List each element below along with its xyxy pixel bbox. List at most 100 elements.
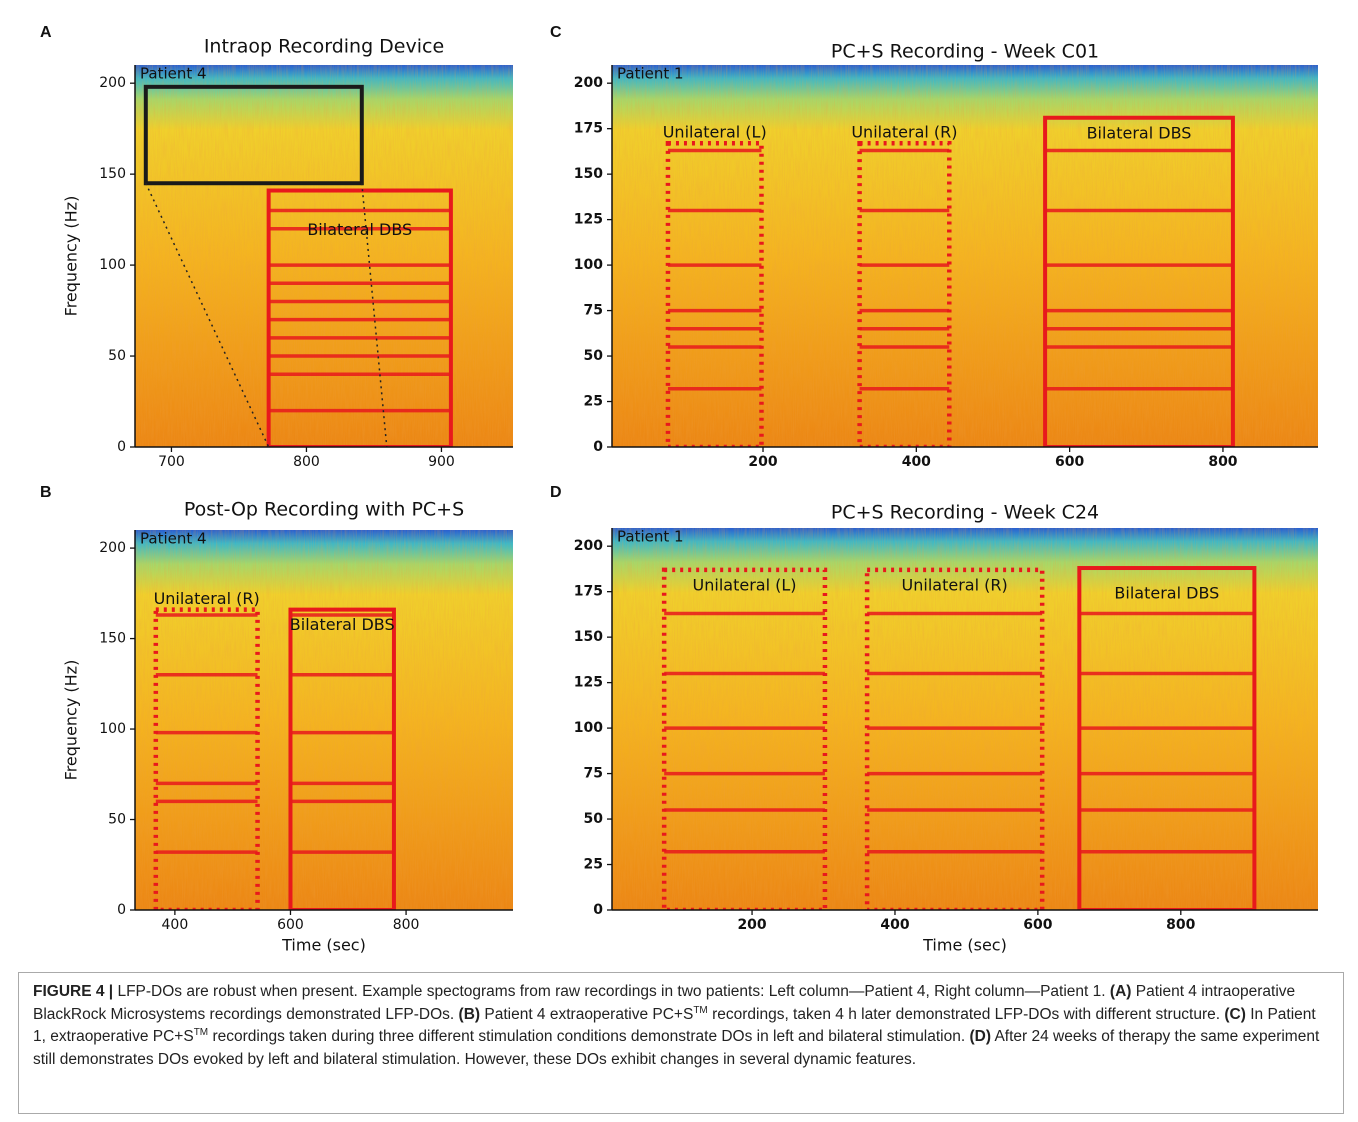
- x-tick-label: 600: [1023, 917, 1052, 933]
- caption-text: (C): [1224, 1005, 1246, 1023]
- y-tick-label: 50: [584, 348, 604, 364]
- spectrogram-texture: [135, 65, 513, 447]
- x-tick-label: 800: [393, 917, 420, 933]
- patient-annotation: Patient 4: [140, 530, 207, 548]
- x-tick-label: 700: [158, 454, 185, 470]
- panel-title: Post-Op Recording with PC+S: [184, 499, 464, 521]
- spectrogram-texture: [135, 530, 513, 910]
- y-tick-label: 150: [574, 629, 603, 645]
- box-label: Unilateral (R): [851, 123, 957, 142]
- panel-title: PC+S Recording - Week C01: [831, 41, 1099, 63]
- box-label: Bilateral DBS: [1114, 584, 1219, 603]
- y-tick-label: 175: [574, 584, 603, 600]
- y-tick-label: 200: [99, 540, 126, 556]
- caption-text: FIGURE 4 |: [33, 983, 114, 1000]
- stimulation-box: [1043, 115, 1235, 447]
- zoom-connector: [145, 182, 270, 447]
- y-tick-label: 125: [574, 212, 603, 228]
- y-tick-label: 75: [584, 766, 603, 782]
- y-tick-label: 0: [117, 902, 126, 918]
- patient-annotation: Patient 1: [617, 65, 684, 83]
- figure: A Intraop Recording Device Bilateral DBS Pa…: [40, 24, 1318, 955]
- x-tick-label: 800: [293, 454, 320, 470]
- x-axis-label: Time (sec): [281, 936, 366, 955]
- y-tick-label: 0: [117, 439, 126, 455]
- panel-letter: C: [550, 24, 562, 41]
- y-tick-label: 200: [574, 538, 603, 554]
- y-axis-label: Frequency (Hz): [62, 660, 81, 781]
- caption-text: recordings taken during three different …: [208, 1028, 970, 1045]
- stimulation-box: [143, 84, 364, 186]
- x-tick-label: 600: [1055, 454, 1084, 470]
- x-tick-label: 800: [1166, 917, 1195, 933]
- panel-letter: B: [40, 484, 52, 501]
- box-label: Unilateral (L): [693, 575, 797, 594]
- y-tick-label: 50: [584, 811, 604, 827]
- x-tick-label: 200: [737, 917, 766, 933]
- x-tick-label: 800: [1208, 454, 1237, 470]
- caption-text: recordings, taken 4 h later demonstrated…: [707, 1005, 1225, 1023]
- y-tick-label: 50: [108, 348, 126, 364]
- y-tick-label: 175: [574, 121, 603, 137]
- caption-text: (D): [969, 1028, 992, 1045]
- stimulation-box: [661, 567, 828, 910]
- spectrogram-texture: [612, 65, 1318, 447]
- caption-text: After 24 weeks of therapy the same exper…: [33, 1028, 1320, 1068]
- y-tick-label: 0: [593, 902, 603, 918]
- panel-title: PC+S Recording - Week C24: [831, 502, 1099, 524]
- caption-text: In Patient 1, extraoperative PC+S: [33, 1005, 1316, 1046]
- x-tick-label: 600: [277, 917, 304, 933]
- box-label: Unilateral (L): [663, 123, 767, 142]
- y-tick-label: 100: [574, 720, 603, 736]
- y-tick-label: 200: [99, 75, 126, 91]
- panel-title: Intraop Recording Device: [204, 36, 444, 58]
- caption-text: Patient 4 intraoperative BlackRock Micro…: [33, 983, 1296, 1023]
- y-tick-label: 50: [108, 812, 126, 828]
- x-tick-label: 400: [162, 917, 189, 933]
- y-tick-label: 0: [593, 439, 603, 455]
- panel-letter: A: [40, 24, 52, 41]
- y-tick-label: 150: [574, 166, 603, 182]
- caption-text: TM: [193, 1026, 209, 1038]
- y-axis-label: Frequency (Hz): [62, 196, 81, 317]
- caption-text: (B): [458, 1005, 481, 1023]
- spectrogram-texture: [612, 528, 1318, 910]
- x-tick-label: 900: [428, 454, 455, 470]
- plot-area: [665, 115, 1235, 447]
- x-tick-label: 400: [902, 454, 931, 470]
- box-label: Unilateral (R): [154, 589, 260, 608]
- stimulation-box: [1077, 566, 1257, 910]
- x-tick-label: 200: [748, 454, 777, 470]
- stimulation-box: [857, 140, 952, 447]
- y-tick-label: 75: [584, 303, 603, 319]
- patient-annotation: Patient 4: [140, 65, 207, 83]
- zoom-connector: [361, 183, 388, 447]
- y-tick-label: 200: [574, 75, 603, 91]
- box-label: Bilateral DBS: [1087, 123, 1192, 142]
- y-tick-label: 25: [584, 394, 603, 410]
- stimulation-box: [266, 188, 453, 447]
- y-tick-label: 100: [574, 257, 603, 273]
- x-axis-label: Time (sec): [922, 936, 1007, 955]
- patient-annotation: Patient 1: [617, 528, 684, 546]
- box-label: Bilateral DBS: [290, 615, 395, 634]
- box-label: Bilateral DBS: [307, 220, 412, 239]
- box-label: Unilateral (R): [902, 575, 1008, 594]
- y-tick-label: 150: [99, 166, 126, 182]
- stimulation-box: [153, 607, 260, 910]
- caption-text: Patient 4 extraoperative PC+S: [480, 1005, 694, 1023]
- y-tick-label: 150: [99, 631, 126, 647]
- stimulation-box: [665, 140, 764, 447]
- y-tick-label: 100: [99, 257, 126, 273]
- caption-text: LFP-DOs are robust when present. Example…: [113, 983, 1110, 1000]
- caption: FIGURE 4 | LFP-DOs are robust when prese…: [18, 972, 1344, 1114]
- y-tick-label: 125: [574, 675, 603, 691]
- y-tick-label: 25: [584, 857, 603, 873]
- plot-area: [143, 84, 453, 447]
- caption-text: (A): [1109, 983, 1132, 1000]
- y-tick-label: 100: [99, 721, 126, 737]
- x-tick-label: 400: [880, 917, 909, 933]
- panel-letter: D: [550, 484, 562, 501]
- caption-text: TM: [693, 1004, 708, 1016]
